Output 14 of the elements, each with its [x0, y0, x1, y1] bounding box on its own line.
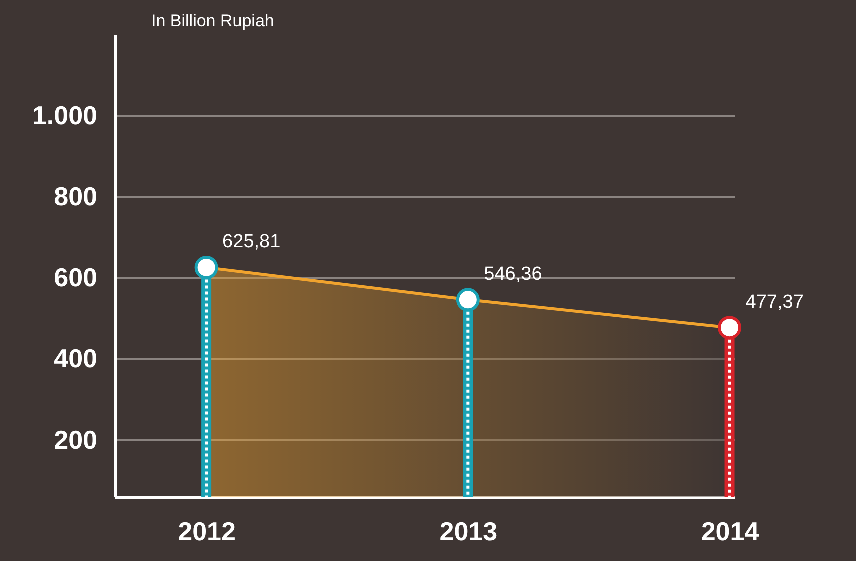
data-label: 625,81: [222, 232, 281, 253]
y-tick-label: 800: [54, 182, 98, 212]
y-tick-label: 400: [54, 344, 98, 374]
data-label: 477,37: [746, 292, 804, 313]
x-tick-label: 2012: [178, 516, 236, 546]
y-tick-label: 200: [54, 424, 98, 455]
x-tick-label: 2013: [440, 516, 498, 546]
y-axis-title: In Billion Rupiah: [152, 12, 274, 30]
data-label: 546,36: [484, 264, 542, 285]
point: [718, 316, 742, 340]
x-tick-label: 2014: [701, 516, 760, 546]
y-tick-label: 1.000: [32, 100, 98, 131]
y-tick-label: 600: [54, 262, 98, 293]
point: [194, 256, 218, 280]
